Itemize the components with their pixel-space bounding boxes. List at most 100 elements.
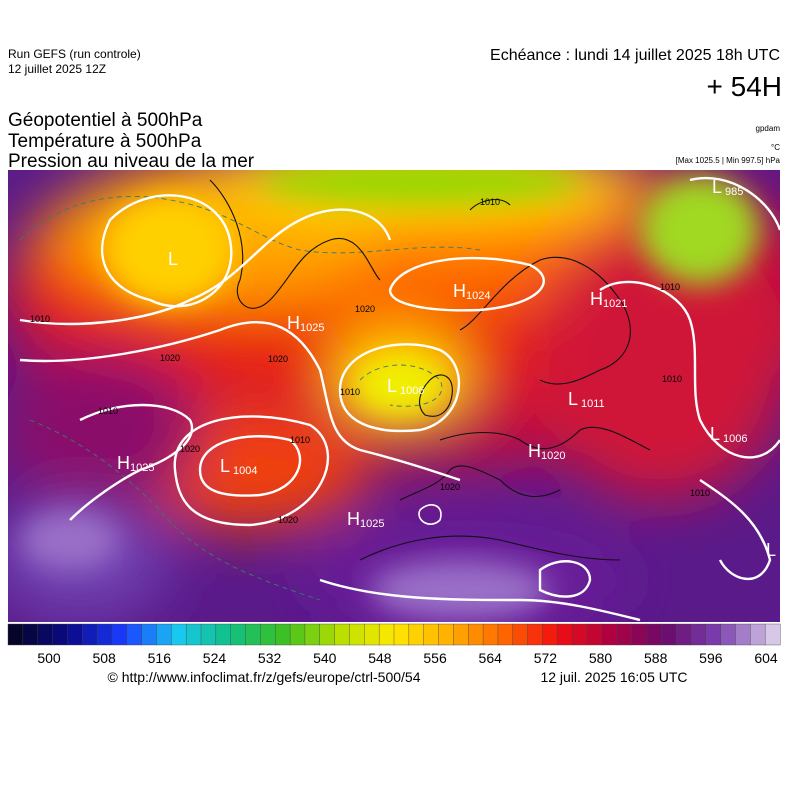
center-letter: L: [568, 389, 578, 409]
colorbar-swatch: [393, 623, 410, 646]
colorbar-swatch: [364, 623, 380, 646]
unit-celsius: °C: [771, 143, 780, 152]
colorbar-swatch: [200, 623, 217, 646]
colorbar-tick-label: 500: [37, 650, 61, 666]
colorbar-tick-label: 556: [423, 650, 447, 666]
center-letter: H: [347, 509, 360, 529]
colorbar-swatch: [586, 623, 603, 646]
center-value: 1006: [400, 385, 424, 397]
center-letter: L: [712, 177, 722, 197]
center-letter: L: [710, 424, 720, 444]
colorbar-swatch: [319, 623, 336, 646]
colorbar-swatch: [111, 623, 128, 646]
field-highlights: [20, 170, 760, 620]
isobar-label: 1010: [662, 374, 682, 384]
colorbar-swatch: [349, 623, 365, 646]
center-letter: L: [168, 249, 178, 269]
run-date: 12 juillet 2025 12Z: [8, 62, 106, 76]
center-value: 985: [725, 186, 743, 198]
colorbar-swatch: [275, 623, 291, 646]
colorbar-swatch: [482, 623, 499, 646]
colorbar-tick-label: 540: [313, 650, 337, 666]
colorbar-swatch: [156, 623, 172, 646]
center-letter: H: [287, 313, 300, 333]
pressure-center: L 985: [712, 177, 743, 198]
pressure-center: L 1004: [220, 456, 257, 477]
isobar-label: 1010: [30, 314, 50, 324]
colorbar-tick-label: 564: [479, 650, 503, 666]
isobar-label: 1010: [340, 387, 360, 397]
colorbar-swatch: [378, 623, 395, 646]
colorbar-tick-label: 580: [589, 650, 613, 666]
source-url[interactable]: © http://www.infoclimat.fr/z/gefs/europe…: [107, 669, 420, 685]
colorbar-swatch: [735, 623, 751, 646]
colorbar-swatch: [571, 623, 588, 646]
colorbar-tick-label: 548: [368, 650, 392, 666]
center-value: 1025: [300, 322, 324, 334]
colorbar-swatch: [82, 623, 98, 646]
colorbar-swatch: [661, 623, 677, 646]
colorbar-swatch: [245, 623, 261, 646]
colorbar-tick-label: 572: [534, 650, 558, 666]
title-geopotential: Géopotentiel à 500hPa: [8, 110, 203, 131]
colorbar-swatch: [408, 623, 425, 646]
center-letter: H: [117, 453, 130, 473]
center-letter: H: [590, 289, 603, 309]
colorbar: 500 508 516 524 532 540 548 556 564 572 580 588 596 6…: [7, 623, 781, 666]
pressure-center: H 1025: [287, 313, 324, 334]
colorbar-tick-label: 524: [203, 650, 227, 666]
colorbar-swatch: [37, 623, 54, 646]
colorbar-tick-label: 516: [148, 650, 172, 666]
center-letter: L: [387, 376, 397, 396]
pressure-center: H 1025: [347, 509, 384, 530]
isobar-labels: 1010 1020 1010 1020 1020 1010 1020 1010 1020 1010…: [30, 197, 710, 525]
isobar-label: 1020: [278, 515, 298, 525]
colorbar-swatch: [126, 623, 143, 646]
isobar-label: 1020: [160, 353, 180, 363]
colorbar-swatch: [334, 623, 350, 646]
isobar-label: 1020: [440, 482, 460, 492]
colorbar-swatch: [646, 623, 662, 646]
colorbar-swatch: [616, 623, 633, 646]
colorbar-swatch: [438, 623, 454, 646]
colorbar-swatch: [557, 623, 573, 646]
colorbar-swatch: [289, 623, 306, 646]
colorbar-swatch: [171, 623, 187, 646]
colorbar-swatch: [67, 623, 83, 646]
isobar-label: 1010: [290, 435, 310, 445]
colorbar-swatch: [215, 623, 232, 646]
colorbar-swatch: [185, 623, 202, 646]
coastlines: [209, 179, 651, 561]
center-value: 1025: [360, 518, 384, 530]
title-temperature: Température à 500hPa: [8, 131, 202, 152]
isobar-label: 1010: [98, 406, 118, 416]
center-value: 1006: [723, 433, 747, 445]
colorbar-tick-label: 604: [754, 650, 778, 666]
center-value: 1004: [233, 465, 257, 477]
generated-time: 12 juil. 2025 16:05 UTC: [540, 669, 687, 685]
unit-pressure: [Max 1025.5 | Min 997.5] hPa: [676, 156, 781, 165]
center-value: 1024: [466, 290, 490, 302]
colorbar-swatch: [230, 623, 247, 646]
colorbar-swatch: [690, 623, 707, 646]
center-value: 1021: [603, 298, 627, 310]
colorbar-swatch: [141, 623, 157, 646]
colorbar-swatch: [720, 623, 736, 646]
pressure-center: L 1006: [710, 424, 747, 445]
colorbar-swatch: [22, 623, 39, 646]
colorbar-swatch: [601, 623, 618, 646]
pressure-center: H 1020: [528, 441, 565, 462]
isobar-label: 1020: [180, 444, 200, 454]
colorbar-swatch: [260, 623, 276, 646]
colorbar-swatch: [96, 623, 113, 646]
colorbar-swatch: [631, 623, 647, 646]
isobar-label: 1020: [355, 304, 375, 314]
center-letter: H: [453, 281, 466, 301]
isobar-label: 1010: [660, 282, 680, 292]
center-letter: H: [528, 441, 541, 461]
pressure-center: L 1006: [387, 376, 424, 397]
colorbar-swatch: [705, 623, 722, 646]
center-letter: L: [220, 456, 230, 476]
